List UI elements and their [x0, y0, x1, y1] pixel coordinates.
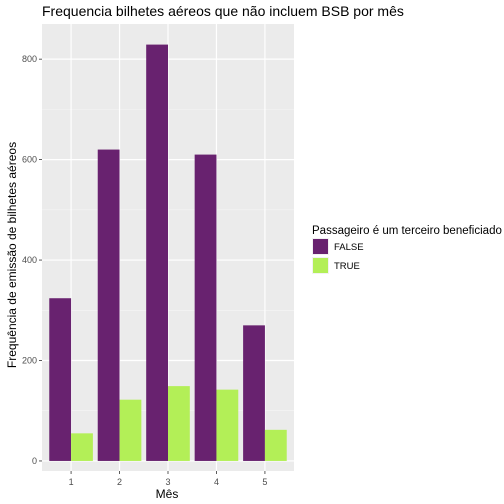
y-axis-title: Frequência de emissão de bilhetes aéreos — [5, 142, 19, 368]
legend-key-true — [313, 258, 328, 273]
legend-label-true: TRUE — [334, 261, 360, 272]
y-tick-label: 200 — [22, 356, 37, 366]
bars — [49, 44, 287, 461]
bar-false-4 — [194, 154, 217, 461]
legend: Passageiro é um terceiro beneficiado FAL… — [312, 225, 502, 274]
x-tick-label: 1 — [69, 477, 74, 487]
y-tick-label: 400 — [22, 255, 37, 265]
legend-items: FALSE TRUE — [312, 238, 364, 274]
chart-title: Frequencia bilhetes aéreos que não inclu… — [42, 3, 404, 19]
bar-true-3 — [168, 386, 190, 461]
y-axis-ticks: 0 200 400 600 800 — [22, 54, 42, 466]
bar-true-4 — [216, 389, 239, 461]
bar-false-5 — [243, 325, 265, 461]
bar-true-1 — [71, 433, 93, 461]
x-tick-label: 5 — [262, 477, 267, 487]
legend-key-false — [313, 239, 328, 254]
x-axis-ticks: 1 2 3 4 5 — [69, 471, 267, 487]
bar-true-2 — [119, 399, 142, 461]
y-tick-label: 600 — [22, 155, 37, 165]
x-tick-label: 2 — [117, 477, 122, 487]
bar-true-5 — [264, 429, 287, 461]
bar-false-1 — [49, 298, 72, 461]
y-tick-label: 800 — [22, 54, 37, 64]
legend-title: Passageiro é um terceiro beneficiado — [312, 225, 502, 237]
y-tick-label: 0 — [32, 456, 37, 466]
x-tick-label: 4 — [214, 477, 219, 487]
bar-false-2 — [97, 149, 120, 461]
x-axis-title: Mês — [156, 487, 179, 501]
x-tick-label: 3 — [165, 477, 170, 487]
legend-label-false: FALSE — [334, 242, 364, 253]
bar-false-3 — [146, 44, 168, 461]
